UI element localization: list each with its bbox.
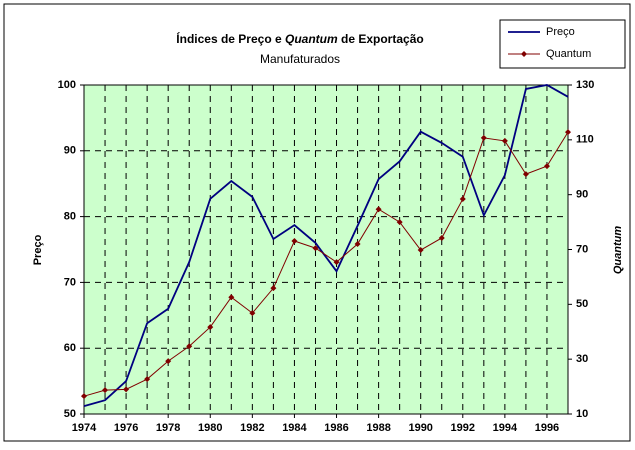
y2-tick-label: 130 [576, 79, 594, 91]
x-tick-label: 1978 [156, 422, 180, 434]
x-tick-label: 1992 [451, 422, 475, 434]
y2-tick-label: 30 [576, 353, 588, 365]
marker [333, 259, 340, 266]
legend-label: Quantum [546, 48, 591, 60]
x-tick-label: 1980 [198, 422, 222, 434]
x-tick-label: 1994 [493, 422, 518, 434]
y-tick-label: 60 [64, 342, 76, 354]
marker [186, 343, 193, 350]
marker [501, 137, 508, 144]
marker [375, 206, 382, 213]
x-tick-label: 1984 [282, 422, 307, 434]
marker [354, 241, 361, 248]
marker [123, 386, 130, 393]
y2-tick-label: 50 [576, 298, 588, 310]
legend [499, 19, 626, 69]
x-tick-label: 1990 [408, 422, 432, 434]
marker [228, 294, 235, 301]
marker [480, 134, 487, 141]
marker [543, 163, 550, 170]
marker [417, 247, 424, 254]
marker [249, 310, 256, 317]
y2-tick-label: 90 [576, 189, 588, 201]
marker [81, 393, 87, 400]
y-tick-label: 90 [64, 145, 76, 157]
legend-label: Preço [546, 26, 575, 38]
marker [396, 219, 403, 226]
x-tick-label: 1982 [240, 422, 264, 434]
chart-title: Índices de Preço e Quantum de Exportação [176, 31, 423, 46]
y2-tick-label: 10 [576, 408, 588, 420]
y-tick-label: 70 [64, 276, 76, 288]
y-tick-label: 50 [64, 408, 76, 420]
series-line [83, 131, 569, 397]
y-tick-label: 80 [64, 211, 76, 223]
x-tick-label: 1988 [366, 422, 390, 434]
plot-area [83, 84, 569, 415]
y-axis-label: Preço [32, 234, 44, 265]
x-tick-label: 1996 [535, 422, 559, 434]
marker [459, 196, 466, 203]
marker [144, 376, 151, 383]
marker [207, 324, 214, 331]
marker [291, 238, 298, 245]
marker [565, 129, 571, 136]
marker [102, 387, 109, 394]
marker [270, 285, 277, 292]
marker [522, 171, 529, 178]
x-tick-label: 1986 [324, 422, 348, 434]
y2-axis-label: Quantum [612, 226, 624, 274]
y2-tick-label: 110 [576, 134, 594, 146]
series-line [83, 84, 569, 407]
marker [438, 234, 445, 241]
title-part: Quantum [285, 32, 338, 46]
x-tick-label: 1976 [114, 422, 138, 434]
marker [312, 245, 319, 252]
x-tick-label: 1974 [72, 422, 97, 434]
legend-marker [521, 51, 527, 57]
title-part: de Exportação [338, 32, 424, 46]
marker [165, 358, 172, 365]
title-part: Índices de Preço e [176, 31, 285, 46]
y2-tick-label: 70 [576, 243, 588, 255]
subtitle: Manufaturados [260, 52, 340, 66]
y-tick-label: 100 [58, 79, 76, 91]
